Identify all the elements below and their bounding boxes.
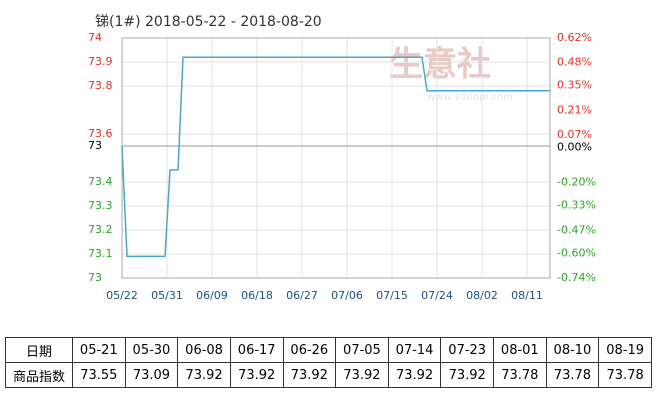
y-tick-label: 73.6 bbox=[88, 127, 113, 140]
table-cell: 07-05 bbox=[335, 337, 389, 363]
table-cell: 73.92 bbox=[177, 362, 231, 388]
table-cell: 06-26 bbox=[282, 337, 337, 363]
x-tick-label: 06/18 bbox=[241, 289, 273, 302]
y2-tick-label: 0.07% bbox=[557, 128, 592, 141]
table-cell: 73.78 bbox=[493, 362, 547, 388]
y-tick-label: 74 bbox=[88, 31, 102, 44]
table-cell: 73.09 bbox=[124, 362, 179, 388]
table-cell: 商品指数 bbox=[5, 362, 73, 388]
y2-tick-label: -0.20% bbox=[557, 176, 596, 189]
table-cell: 08-01 bbox=[493, 337, 547, 363]
chart: 锑(1#) 2018-05-22 - 2018-08-20 生意社 www.10… bbox=[88, 14, 596, 302]
table-cell: 73.92 bbox=[282, 362, 337, 388]
table-cell: 07-14 bbox=[387, 337, 442, 363]
table-cell: 05-21 bbox=[72, 337, 126, 363]
y-tick-label: 73.8 bbox=[88, 79, 113, 92]
table-cell: 73.92 bbox=[229, 362, 284, 388]
y2-tick-label: 0.48% bbox=[557, 56, 592, 69]
y2-tick-label: -0.60% bbox=[557, 246, 596, 259]
chart-title: 锑(1#) 2018-05-22 - 2018-08-20 bbox=[95, 14, 322, 30]
table-cell: 73.78 bbox=[545, 362, 600, 388]
x-tick-label: 06/27 bbox=[286, 289, 318, 302]
table-cell: 06-08 bbox=[177, 337, 231, 363]
x-tick-label: 05/22 bbox=[106, 289, 138, 302]
table-cell: 07-23 bbox=[440, 337, 494, 363]
y2-tick-label: 0.00% bbox=[557, 140, 592, 153]
y-tick-label: 73.3 bbox=[88, 199, 113, 212]
table-cell: 73.92 bbox=[387, 362, 442, 388]
table-row: 日期 05-21 05-30 06-08 06-17 06-26 07-05 07-14 07-… bbox=[5, 337, 652, 363]
y2-tick-label: -0.74% bbox=[557, 271, 596, 284]
table-cell: 73.92 bbox=[335, 362, 389, 388]
y2-tick-label: 0.62% bbox=[557, 31, 592, 44]
x-tick-label: 08/11 bbox=[511, 289, 543, 302]
y2-tick-label: 0.21% bbox=[557, 103, 592, 116]
table-cell: 73.55 bbox=[72, 362, 126, 388]
x-tick-label: 05/31 bbox=[151, 289, 183, 302]
y2-tick-label: -0.33% bbox=[557, 199, 596, 212]
table-cell: 05-30 bbox=[124, 337, 179, 363]
y2-tick-label: 0.35% bbox=[557, 79, 592, 92]
x-tick-label: 07/15 bbox=[376, 289, 408, 302]
table-cell: 08-10 bbox=[545, 337, 600, 363]
table-cell: 73.78 bbox=[598, 362, 652, 388]
watermark-sub: www.100ppi.com bbox=[427, 92, 513, 103]
y-tick-label: 73.1 bbox=[88, 247, 113, 260]
y2-tick-label: -0.47% bbox=[557, 223, 596, 236]
table-row: 商品指数 73.55 73.09 73.92 73.92 73.92 73.92 73.92 7… bbox=[5, 362, 652, 388]
table-cell: 08-19 bbox=[598, 337, 652, 363]
x-tick-label: 07/24 bbox=[421, 289, 453, 302]
y-tick-label: 73 bbox=[88, 139, 102, 152]
x-tick-label: 08/02 bbox=[466, 289, 498, 302]
data-table: 日期 05-21 05-30 06-08 06-17 06-26 07-05 07-14 07-… bbox=[5, 337, 652, 388]
x-tick-label: 07/06 bbox=[331, 289, 363, 302]
x-tick-label: 06/09 bbox=[196, 289, 228, 302]
y-tick-label: 73.2 bbox=[88, 223, 113, 236]
y-tick-label: 73.4 bbox=[88, 175, 113, 188]
y-tick-label: 73 bbox=[88, 271, 102, 284]
table-cell: 73.92 bbox=[440, 362, 494, 388]
table-cell: 日期 bbox=[5, 337, 73, 363]
watermark: 生意社 bbox=[389, 45, 491, 85]
y-tick-label: 73.9 bbox=[88, 55, 113, 68]
table-cell: 06-17 bbox=[229, 337, 284, 363]
price-line bbox=[121, 56, 550, 258]
